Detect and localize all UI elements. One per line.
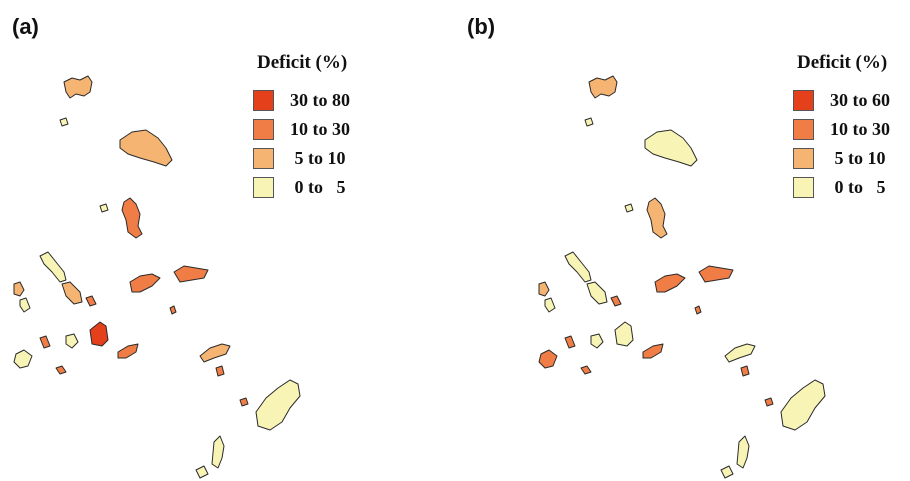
legend-label: 0 to 5 [830,177,886,197]
legend-item: 0 to 5 [253,173,350,202]
legend-label: 30 to 60 [830,90,890,110]
island-dots-2 [740,365,750,377]
island-north-big [119,129,173,167]
map-panel-a: (a) Deficit (%) 30 to 80 [12,14,350,479]
island-north-top [63,75,93,99]
island-center-small [65,333,79,349]
island-east-small2 [39,335,51,349]
island-tiny-nw [584,117,594,127]
map-panel-b: (b) Deficit (%) 30 to 60 [455,0,910,481]
legend-swatch [253,177,274,198]
legend-item: 30 to 80 [253,86,350,115]
island-east-small3 [55,365,67,375]
island-w-small [538,281,550,297]
legend-item: 0 to 5 [793,173,890,202]
island-tiny-mid [99,203,109,213]
island-center-mid [642,343,664,359]
map-legend: Deficit (%) 30 to 80 10 to 30 5 to 10 0 … [253,52,350,202]
island-sw-small [544,297,556,313]
island-dots-3 [239,397,249,407]
legend-title: Deficit (%) [797,52,888,73]
island-east-north [129,273,161,293]
island-center-right [173,265,209,283]
legend-item: 10 to 30 [793,115,890,144]
island-center-big [89,321,109,347]
legend-item: 30 to 60 [793,86,890,115]
legend-label: 5 to 10 [290,148,346,168]
island-sw-small [19,297,31,313]
island-sw-left [538,349,558,369]
island-north-big [644,129,698,167]
island-w-small [13,281,25,297]
legend-swatch [793,119,814,140]
island-tiny-mid [624,203,634,213]
legend-item: 5 to 10 [793,144,890,173]
island-se-thin [199,343,231,363]
legend-label: 10 to 30 [290,119,350,139]
island-w-mid [586,281,608,305]
island-east-small1 [610,295,622,307]
island-tiny-nw [59,117,69,127]
island-south-long [736,435,750,469]
legend-label: 0 to 5 [290,177,346,197]
island-center-big [614,321,634,347]
legend-title: Deficit (%) [257,52,348,73]
island-dots-1 [169,305,177,315]
island-center-mid [117,343,139,359]
legend-swatch [793,177,814,198]
island-center-small [590,333,604,349]
island-central-north [646,197,668,239]
island-south-big [780,379,826,431]
island-w-long [564,251,592,283]
island-east-small1 [85,295,97,307]
island-north-top [588,75,618,99]
island-map [538,75,826,479]
legend-swatch [793,148,814,169]
legend-swatch [253,119,274,140]
island-south-big [255,379,301,431]
panel-label: (b) [467,14,496,39]
legend-swatch [793,90,814,111]
island-south-tail [720,465,734,479]
island-sw-left [13,349,33,369]
legend-label: 30 to 80 [290,90,350,110]
island-south-tail [195,465,209,479]
map-legend: Deficit (%) 30 to 60 10 to 30 5 to 10 0 … [793,52,890,202]
island-w-mid [61,281,83,305]
legend-item: 5 to 10 [253,144,350,173]
legend-swatch [253,90,274,111]
island-dots-2 [215,365,225,377]
island-dots-3 [764,397,774,407]
island-dots-1 [694,305,702,315]
legend-label: 10 to 30 [830,119,890,139]
legend-item: 10 to 30 [253,115,350,144]
island-east-small2 [564,335,576,349]
panel-label: (a) [12,14,39,39]
island-south-long [211,435,225,469]
island-map [13,75,301,479]
island-w-long [39,251,67,283]
legend-label: 5 to 10 [830,148,886,168]
island-center-right [698,265,734,283]
island-east-north [654,273,686,293]
legend-swatch [253,148,274,169]
island-central-north [121,197,143,239]
island-east-small3 [580,365,592,375]
island-se-thin [724,343,756,363]
